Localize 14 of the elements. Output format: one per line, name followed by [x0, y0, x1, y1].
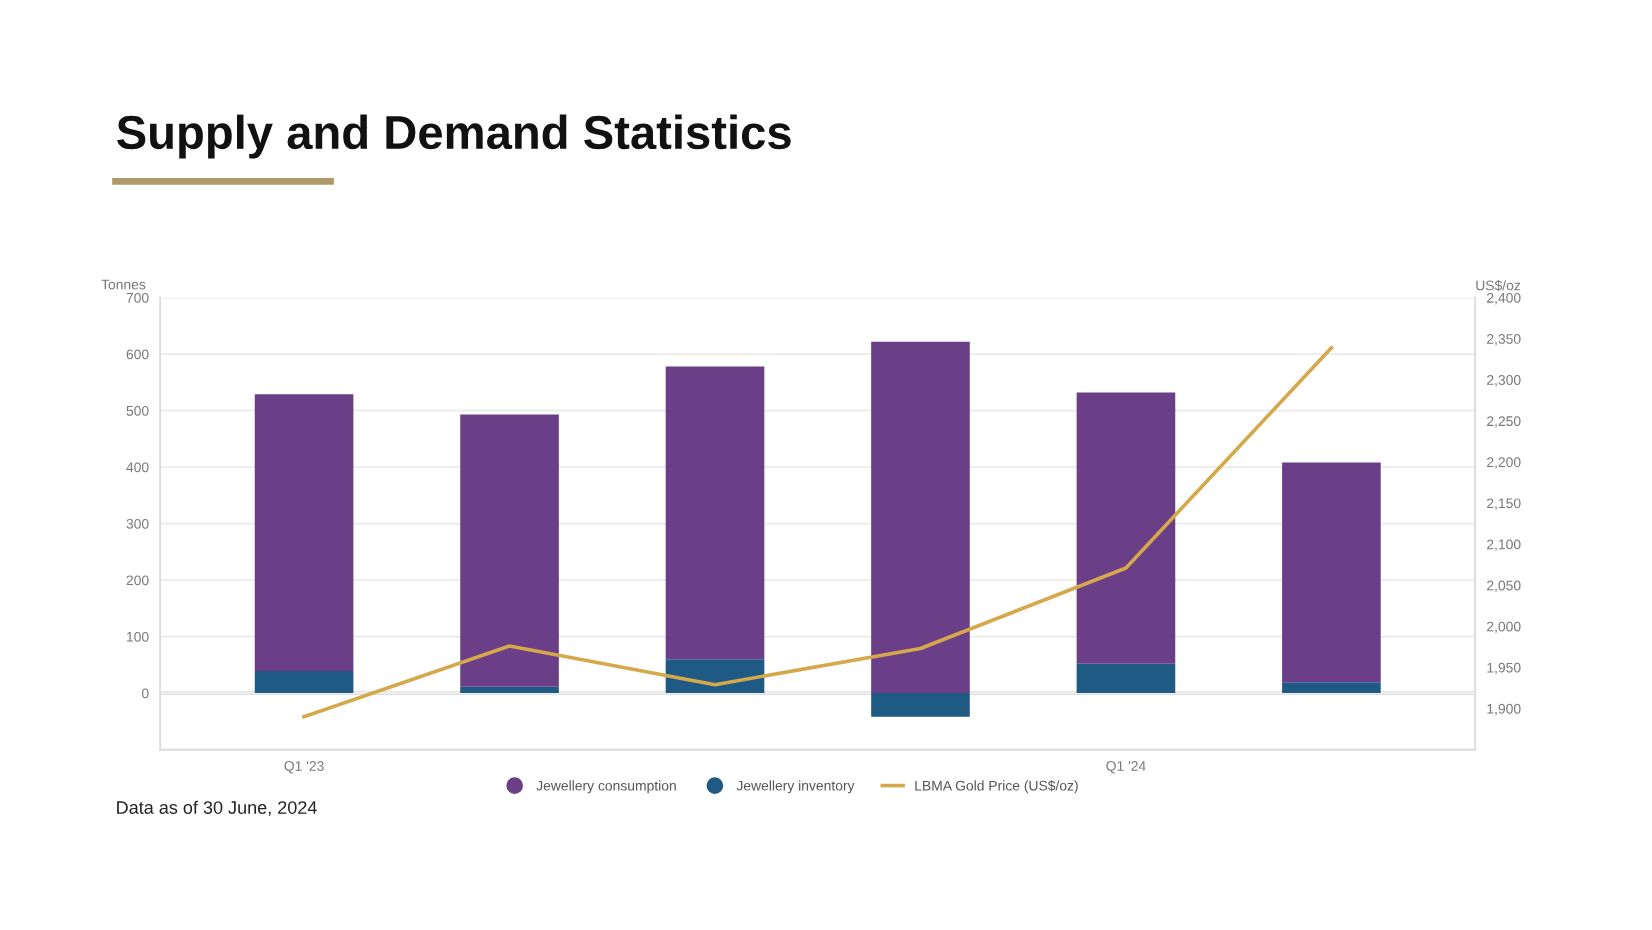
bar: [254, 671, 354, 694]
line-series: [302, 345, 1334, 719]
bar: [1282, 462, 1381, 683]
bar: [1076, 392, 1176, 664]
bar: [1076, 663, 1176, 694]
chart-title: Supply and Demand Statistics: [117, 114, 791, 159]
bar: [871, 341, 970, 694]
bar: [460, 686, 559, 694]
text: Data as of 30 June, 2024: [117, 800, 317, 817]
bar: [254, 394, 354, 672]
bar: [871, 693, 970, 717]
bar: [1282, 682, 1381, 694]
bar: [665, 366, 765, 660]
bar: [460, 414, 559, 687]
